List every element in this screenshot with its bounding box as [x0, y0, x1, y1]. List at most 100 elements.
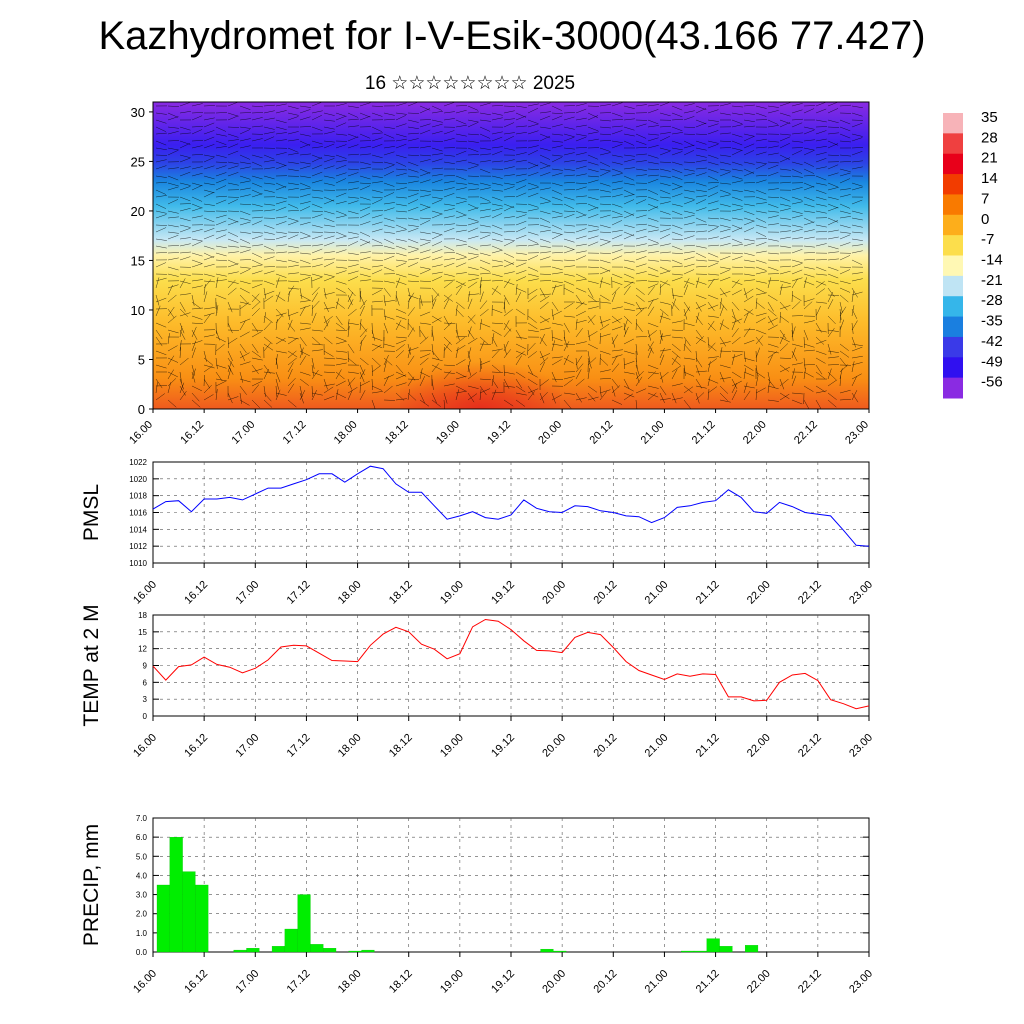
xtick-label: 21.12 — [694, 732, 722, 760]
xtick-label: 18.12 — [387, 732, 415, 760]
ytick-label: 1010 — [129, 559, 147, 568]
xtick-label: 19.12 — [489, 579, 517, 607]
precip-bar — [540, 948, 554, 953]
ytick-label: 0.0 — [136, 948, 148, 957]
xtick-label: 16.00 — [131, 968, 159, 996]
precip-bar — [706, 938, 720, 953]
ytick-label: 5.0 — [136, 852, 148, 861]
xtick-label: 22.12 — [796, 579, 824, 607]
xtick-label: 19.12 — [489, 732, 517, 760]
colorbar-label: 28 — [981, 129, 998, 146]
precip-bar — [169, 836, 183, 953]
colorbar-swatch — [943, 153, 963, 175]
xtick-label: 22.12 — [792, 419, 820, 447]
xtick-label: 22.00 — [745, 968, 773, 996]
ytick-label: 6.0 — [136, 833, 148, 842]
xtick-label: 21.00 — [643, 732, 671, 760]
xtick-label: 22.00 — [745, 579, 773, 607]
colorbar-label: -28 — [981, 292, 1003, 309]
ytick-label: 6 — [143, 678, 148, 687]
colorbar-swatch — [943, 275, 963, 297]
colorbar-swatch — [943, 316, 963, 338]
ytick-label: 1.0 — [136, 929, 148, 938]
xtick-label: 18.00 — [336, 732, 364, 760]
xtick-label: 16.12 — [182, 579, 210, 607]
ytick-label: 10 — [131, 303, 145, 318]
precip-bar — [361, 949, 375, 953]
precip-bar — [182, 871, 196, 953]
xtick-label: 21.00 — [643, 579, 671, 607]
ytick-label: 1018 — [129, 492, 147, 501]
ytick-label: 2.0 — [136, 910, 148, 919]
colorbar-label: -35 — [981, 313, 1003, 330]
colorbar-swatch — [943, 336, 963, 358]
precip-bar — [681, 950, 695, 953]
ytick-label: 1022 — [129, 458, 147, 467]
ytick-label: 12 — [138, 645, 147, 654]
xtick-label: 16.00 — [131, 732, 159, 760]
colorbar-label: 21 — [981, 150, 998, 167]
xtick-label: 20.00 — [540, 579, 568, 607]
ytick-label: 1020 — [129, 475, 147, 484]
xtick-label: 21.00 — [643, 968, 671, 996]
xtick-label: 18.12 — [387, 579, 415, 607]
ytick-label: 9 — [143, 662, 148, 671]
ytick-label: 0 — [138, 402, 145, 417]
precip-bar — [195, 884, 209, 953]
xtick-label: 18.12 — [383, 419, 411, 447]
precip-bar — [719, 946, 733, 953]
precip-bar — [246, 948, 260, 953]
ytick-label: 0 — [143, 712, 148, 721]
xtick-label: 23.00 — [843, 419, 871, 447]
precip-bar — [744, 945, 759, 953]
colorbar-swatch — [943, 357, 963, 379]
colorbar-swatch — [943, 174, 963, 195]
precip-bar — [297, 894, 311, 953]
colorbar-swatch — [943, 235, 963, 256]
xtick-label: 16.00 — [127, 419, 155, 447]
ytick-label: 18 — [138, 611, 147, 620]
xtick-label: 16.12 — [182, 968, 210, 996]
chart-subtitle: 16 ☆☆☆☆☆☆☆☆ 2025 — [364, 73, 576, 94]
xtick-label: 22.00 — [741, 419, 769, 447]
xtick-label: 20.12 — [587, 419, 615, 447]
ytick-label: 1016 — [129, 509, 147, 518]
xtick-label: 22.12 — [796, 968, 824, 996]
xtick-label: 22.00 — [745, 732, 773, 760]
xtick-label: 19.00 — [434, 419, 462, 447]
xtick-label: 19.12 — [485, 419, 513, 447]
warm-core — [400, 330, 560, 409]
xtick-label: 17.12 — [285, 579, 313, 607]
ytick-label: 15 — [138, 628, 147, 637]
y-axis-label: PRECIP, mm — [80, 824, 103, 946]
y-axis-label: PMSL — [80, 484, 103, 541]
precip-bar — [693, 950, 707, 953]
colorbar-label: 0 — [981, 211, 989, 228]
colorbar-swatch — [943, 296, 963, 318]
ytick-label: 3 — [143, 695, 148, 704]
xtick-label: 19.00 — [438, 579, 466, 607]
xtick-label: 23.00 — [847, 579, 875, 607]
xtick-label: 19.00 — [438, 732, 466, 760]
xtick-label: 19.00 — [438, 968, 466, 996]
ytick-label: 1012 — [129, 542, 147, 551]
colorbar-label: -49 — [981, 353, 1003, 370]
xtick-label: 17.00 — [233, 732, 261, 760]
ytick-label: 4.0 — [136, 871, 148, 880]
xtick-label: 17.12 — [285, 968, 313, 996]
xtick-label: 20.00 — [540, 732, 568, 760]
precip-bar — [156, 884, 170, 953]
xtick-label: 23.00 — [847, 732, 875, 760]
colorbar-swatch — [943, 255, 963, 277]
xtick-label: 20.12 — [591, 968, 619, 996]
xtick-label: 21.00 — [639, 419, 667, 447]
colorbar-label: -21 — [981, 272, 1003, 289]
xtick-label: 19.12 — [489, 968, 517, 996]
y-axis-label: TEMP at 2 M — [80, 604, 103, 726]
xtick-label: 21.12 — [694, 968, 722, 996]
xtick-label: 16.12 — [182, 732, 210, 760]
colorbar-label: 14 — [981, 170, 998, 187]
ytick-label: 3.0 — [136, 891, 148, 900]
series-temp-at-2-m — [152, 618, 870, 710]
